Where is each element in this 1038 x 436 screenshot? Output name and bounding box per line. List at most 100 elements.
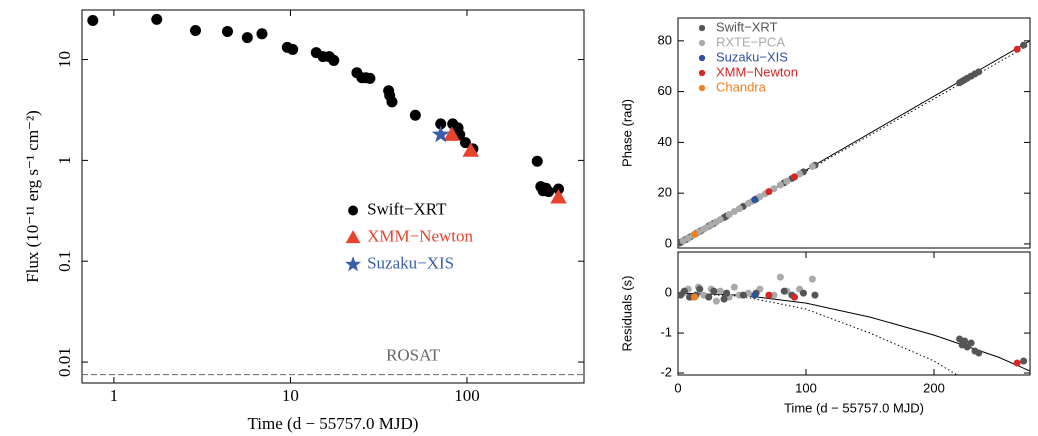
legend-marker — [345, 256, 362, 272]
y-tick-label: 0 — [665, 235, 672, 250]
marker — [241, 32, 253, 44]
x-tick-label: 1 — [110, 386, 119, 405]
marker — [975, 68, 983, 76]
y-tick-label: 1 — [55, 156, 74, 165]
flux-panel: 1 10 100 0.01 0.1 1 10 Time (d − 55757.0 MJD) Fl… — [23, 9, 585, 433]
marker — [680, 287, 688, 295]
x-axis-label: Time (d − 55757.0 MJD) — [784, 400, 924, 415]
model-line — [678, 292, 1030, 372]
marker — [443, 126, 461, 141]
marker — [811, 291, 819, 299]
marker — [720, 295, 728, 303]
reference-label: ROSAT — [386, 346, 440, 365]
x-axis-label: Time (d − 55757.0 MJD) — [248, 414, 419, 433]
marker — [1020, 357, 1028, 365]
marker — [364, 72, 376, 84]
marker — [686, 293, 694, 301]
marker — [790, 173, 798, 181]
legend-label: Swift−XRT — [367, 199, 447, 218]
marker — [739, 291, 747, 299]
marker — [799, 289, 807, 297]
marker — [684, 234, 692, 242]
marker — [705, 293, 713, 301]
y-axis-label: Flux (10⁻¹¹ erg s⁻¹ cm⁻²) — [23, 110, 42, 283]
marker — [543, 186, 555, 198]
y-tick-label: 0 — [665, 285, 672, 300]
y-axis-label: Residuals (s) — [619, 276, 634, 352]
marker — [151, 13, 163, 25]
marker — [256, 28, 268, 40]
marker — [386, 96, 398, 108]
x-tick-label: 10 — [282, 386, 299, 405]
y-tick-label: 10 — [55, 51, 74, 68]
marker — [780, 287, 788, 295]
marker — [716, 287, 724, 295]
y-tick-label: 20 — [658, 185, 672, 200]
marker — [550, 189, 567, 204]
marker — [1013, 45, 1021, 53]
marker — [776, 273, 784, 281]
marker — [796, 170, 804, 178]
marker — [531, 155, 543, 167]
legend-label: Swift−XRT — [716, 19, 778, 34]
marker — [765, 291, 773, 299]
legend-marker — [348, 205, 359, 216]
marker — [730, 283, 738, 291]
legend-label: Suzaku−XIS — [716, 49, 788, 64]
marker — [328, 54, 340, 66]
marker — [783, 177, 791, 185]
y-tick-label: -2 — [660, 364, 672, 379]
marker — [751, 196, 759, 204]
marker — [87, 14, 99, 26]
marker — [770, 291, 778, 299]
marker — [790, 293, 798, 301]
x-tick-label: 100 — [795, 380, 817, 395]
marker — [725, 210, 733, 218]
y-tick-label: 0.01 — [55, 347, 74, 377]
marker — [808, 163, 816, 171]
marker — [961, 337, 969, 345]
marker — [756, 193, 764, 201]
marker — [975, 349, 983, 357]
marker — [409, 109, 421, 121]
legend-label: XMM−Newton — [367, 226, 473, 245]
marker — [1013, 359, 1021, 367]
marker — [765, 188, 773, 196]
x-tick-label: 100 — [454, 386, 480, 405]
marker — [431, 125, 450, 143]
marker — [553, 183, 565, 195]
legend-label: Chandra — [716, 79, 767, 94]
marker — [716, 216, 724, 224]
marker — [696, 285, 704, 293]
legend-marker — [698, 84, 706, 92]
y-tick-label: 80 — [658, 32, 672, 47]
legend-marker — [345, 230, 361, 244]
marker — [679, 237, 687, 245]
marker — [702, 224, 710, 232]
marker — [691, 293, 699, 301]
y-axis-label: Phase (rad) — [619, 99, 634, 167]
legend-label: Suzaku−XIS — [367, 253, 454, 272]
marker — [808, 275, 816, 283]
marker — [462, 142, 479, 157]
marker — [776, 181, 784, 189]
marker — [435, 118, 447, 130]
y-tick-label: 40 — [658, 134, 672, 149]
marker — [221, 25, 233, 37]
legend-label: XMM−Newton — [716, 64, 798, 79]
plot-frame — [677, 251, 1031, 376]
x-tick-label: 0 — [674, 380, 681, 395]
marker — [710, 287, 718, 295]
marker — [735, 205, 743, 213]
y-tick-label: 0.1 — [55, 251, 74, 272]
legend-marker — [698, 54, 706, 62]
marker — [691, 230, 699, 238]
legend-marker — [698, 39, 706, 47]
marker — [967, 339, 975, 347]
legend-marker — [698, 24, 706, 32]
marker — [730, 207, 738, 215]
marker — [287, 43, 299, 55]
plot-frame — [81, 9, 585, 384]
marker — [770, 185, 778, 193]
